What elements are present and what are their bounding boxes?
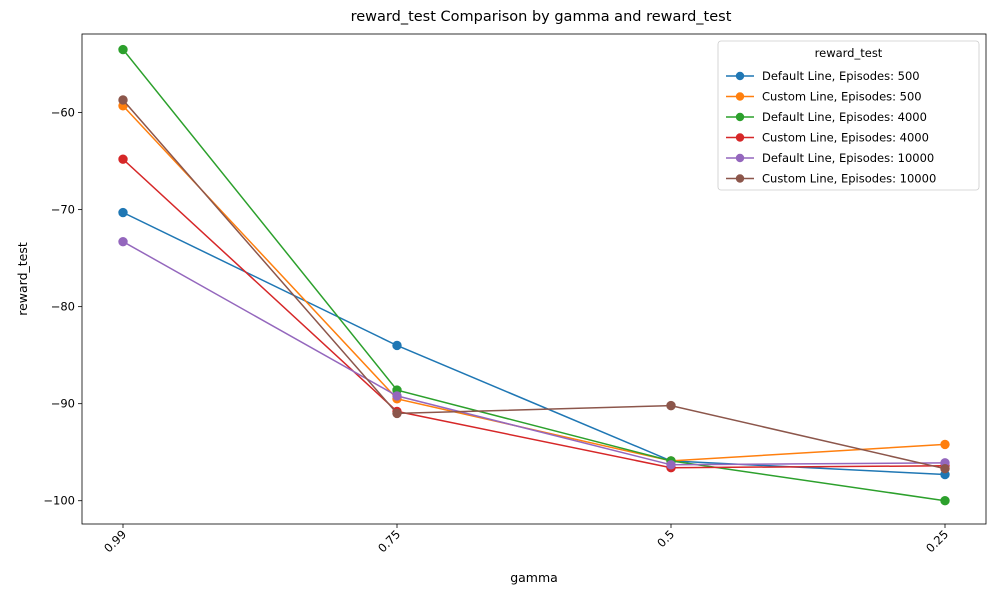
- data-point: [118, 207, 128, 218]
- data-point: [666, 460, 676, 470]
- series-line: [122, 240, 946, 466]
- x-tick-label: 0.25: [923, 527, 951, 555]
- data-point: [392, 391, 402, 401]
- y-axis: −100 −90 −80 −70 −60: [43, 106, 82, 508]
- legend-swatch-marker: [735, 71, 745, 81]
- data-point: [118, 236, 128, 247]
- legend-item: Custom Line, Episodes: 500: [726, 90, 922, 104]
- series-line: [122, 99, 946, 470]
- legend-swatch-marker: [735, 133, 745, 142]
- series-6: [118, 95, 950, 474]
- y-tick-label: −70: [51, 203, 75, 217]
- series-4: [118, 154, 950, 473]
- series-line: [122, 49, 946, 502]
- data-point: [666, 400, 676, 411]
- data-point: [118, 95, 128, 105]
- series-layer: [118, 44, 950, 506]
- data-point: [940, 439, 950, 450]
- x-tick-label: 0.5: [654, 527, 677, 550]
- y-tick-label: −90: [51, 397, 75, 411]
- legend-item: Custom Line, Episodes: 10000: [726, 172, 936, 186]
- legend-title: reward_test: [815, 46, 883, 60]
- data-point: [940, 496, 950, 506]
- plot-area: [81, 33, 987, 525]
- x-axis: 0.99 0.75 0.5 0.25: [101, 524, 951, 555]
- x-tick-label: 0.99: [101, 527, 129, 555]
- legend-item: Default Line, Episodes: 500: [726, 69, 920, 83]
- legend-item: Custom Line, Episodes: 4000: [726, 131, 929, 145]
- data-point: [392, 408, 402, 419]
- legend-frame: [717, 40, 980, 191]
- x-tick-label: 0.75: [375, 527, 403, 555]
- legend-swatch-marker: [735, 153, 745, 163]
- plot-frame: [81, 33, 987, 525]
- y-tick-label: −60: [51, 106, 75, 120]
- series-line: [122, 211, 946, 476]
- x-axis-label: gamma: [510, 570, 558, 585]
- data-point: [392, 340, 402, 351]
- legend-label: Default Line, Episodes: 10000: [762, 151, 934, 165]
- legend-label: Custom Line, Episodes: 10000: [762, 172, 936, 186]
- legend-swatch-marker: [735, 112, 745, 122]
- y-tick-label: −80: [51, 300, 75, 314]
- legend: reward_test Default Line, Episodes: 500 Cu…: [717, 40, 980, 191]
- series-1: [118, 207, 950, 480]
- legend-label: Custom Line, Episodes: 500: [762, 90, 922, 104]
- legend-swatch-marker: [735, 174, 745, 183]
- legend-item: Default Line, Episodes: 10000: [726, 151, 934, 165]
- series-line: [122, 158, 946, 469]
- data-point: [118, 44, 128, 55]
- data-point: [118, 154, 128, 164]
- y-axis-label: reward_test: [15, 242, 30, 316]
- series-5: [118, 236, 950, 470]
- chart-title: reward_test Comparison by gamma and rewa…: [351, 9, 732, 25]
- legend-item: Default Line, Episodes: 4000: [726, 110, 927, 124]
- legend-label: Custom Line, Episodes: 4000: [762, 131, 929, 145]
- y-tick-label: −100: [43, 494, 75, 508]
- legend-swatch-marker: [735, 92, 745, 101]
- legend-label: Default Line, Episodes: 500: [762, 69, 920, 83]
- data-point: [940, 463, 950, 474]
- legend-label: Default Line, Episodes: 4000: [762, 110, 927, 124]
